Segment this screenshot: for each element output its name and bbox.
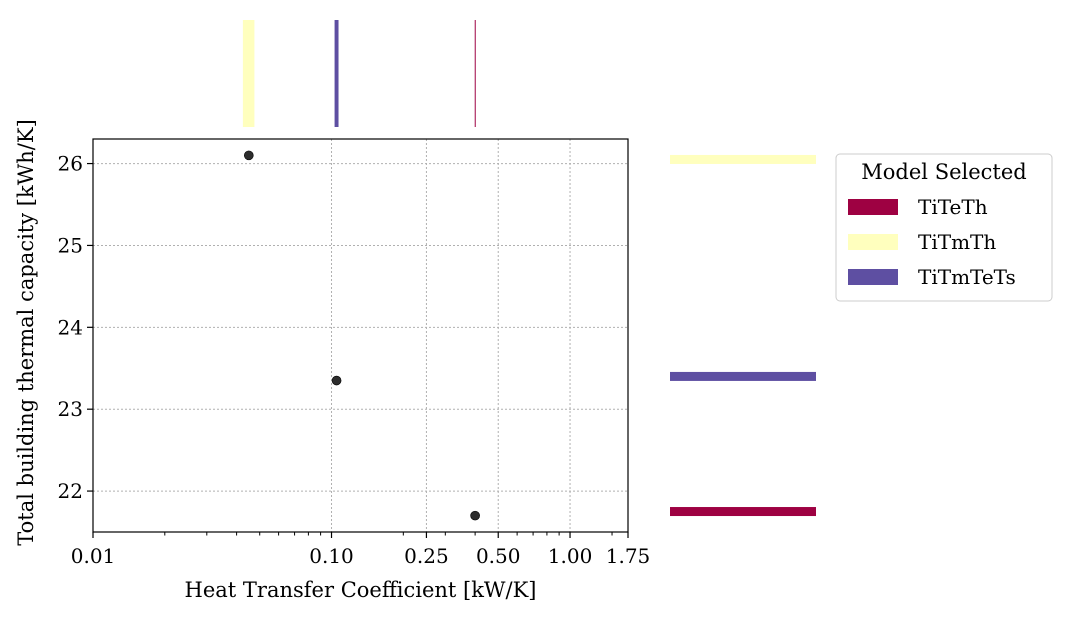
x-tick-label: 0.25: [404, 544, 449, 568]
legend-entries: TiTeTh TiTmTh TiTmTeTs: [848, 195, 1016, 289]
marginal-x-bar: [474, 20, 476, 127]
y-tick-label: 24: [58, 315, 83, 339]
axis-ticks: 0.01 0.10 0.25 0.50 1.00 1.75 22 23 24 25 26: [58, 152, 651, 568]
marginal-x-bar: [334, 20, 339, 127]
legend-label: TiTeTh: [918, 195, 988, 219]
plot-frame: [92, 138, 629, 533]
legend-title: Model Selected: [861, 160, 1026, 184]
y-tick-label: 25: [58, 233, 83, 257]
x-tick-label: 0.01: [71, 544, 116, 568]
x-tick-label: 0.50: [476, 544, 521, 568]
marginal-y-bar: [670, 371, 816, 381]
marginal-x-bar: [242, 20, 255, 127]
x-axis-label: Heat Transfer Coefficient [kW/K]: [185, 578, 537, 602]
scatter-point: [244, 150, 254, 161]
y-tick-label: 26: [58, 152, 83, 176]
y-tick-label: 23: [58, 397, 83, 421]
legend: Model Selected TiTeTh TiTmTh TiTmTeTs: [835, 153, 1053, 302]
legend-swatch: [848, 234, 898, 250]
marginal-x-plot: [242, 20, 476, 127]
scatter-points: [244, 150, 480, 521]
legend-label: TiTmTh: [918, 230, 996, 254]
scatter-point: [331, 375, 342, 386]
y-tick-label: 22: [58, 479, 83, 503]
legend-swatch: [848, 269, 898, 285]
x-tick-label: 1.00: [548, 544, 593, 568]
scatter-point: [470, 510, 480, 521]
marginal-y-plot: [670, 154, 816, 517]
marginal-y-bar: [670, 154, 816, 164]
x-tick-label: 0.10: [309, 544, 354, 568]
grid-lines: [93, 139, 628, 532]
x-tick-label: 1.75: [606, 544, 651, 568]
marginal-y-bar: [670, 507, 816, 517]
legend-box: [835, 153, 1053, 302]
legend-swatch: [848, 199, 898, 215]
legend-label: TiTmTeTs: [918, 265, 1016, 289]
y-axis-label: Total building thermal capacity [kWh/K]: [14, 119, 38, 546]
